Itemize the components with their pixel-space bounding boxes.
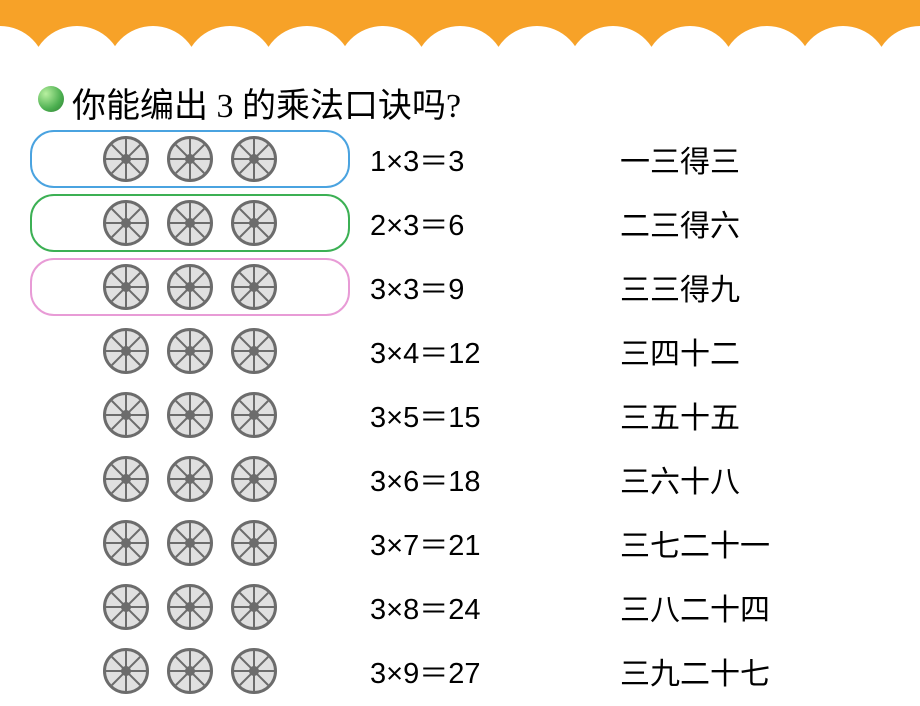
- wheel-icon: [103, 136, 149, 182]
- wheel-row: [30, 642, 350, 700]
- wheel-icon: [231, 264, 277, 310]
- equation-phrase: 三三得九: [620, 265, 740, 309]
- equation-row: 3×8＝24三八二十四: [370, 578, 890, 636]
- wheel-row: [30, 194, 350, 252]
- equation-phrase: 二三得六: [620, 201, 740, 245]
- equation-math: 3×7＝21: [370, 522, 620, 564]
- equation-math: 3×5＝15: [370, 394, 620, 436]
- wheel-icon: [103, 584, 149, 630]
- wheel-icon: [103, 648, 149, 694]
- equation-list: 1×3＝3一三得三2×3＝6二三得六3×3＝9三三得九3×4＝12三四十二3×5…: [370, 130, 890, 706]
- wheel-icon: [231, 200, 277, 246]
- equation-phrase: 三九二十七: [620, 649, 770, 693]
- wheel-icon: [103, 520, 149, 566]
- equation-row: 3×4＝12三四十二: [370, 322, 890, 380]
- equation-row: 3×9＝27三九二十七: [370, 642, 890, 700]
- wheel-row: [30, 130, 350, 188]
- bullet-icon: [38, 86, 64, 112]
- wheel-row: [30, 386, 350, 444]
- wheel-icon: [167, 520, 213, 566]
- wheel-row: [30, 322, 350, 380]
- equation-row: 1×3＝3一三得三: [370, 130, 890, 188]
- wheel-icon: [167, 200, 213, 246]
- wheel-icon: [231, 328, 277, 374]
- scallop: [874, 26, 920, 118]
- equation-math: 2×3＝6: [370, 202, 620, 244]
- equation-math: 1×3＝3: [370, 138, 620, 180]
- equation-phrase: 一三得三: [620, 137, 740, 181]
- wheel-row: [30, 450, 350, 508]
- equation-row: 3×7＝21三七二十一: [370, 514, 890, 572]
- wheel-icon: [231, 520, 277, 566]
- wheel-icon: [167, 648, 213, 694]
- wheel-icon: [231, 392, 277, 438]
- wheel-icon: [167, 136, 213, 182]
- wheel-icon: [103, 392, 149, 438]
- equation-row: 3×6＝18三六十八: [370, 450, 890, 508]
- wheel-row: [30, 258, 350, 316]
- wheel-icon: [231, 648, 277, 694]
- wheel-icon: [167, 264, 213, 310]
- equation-math: 3×3＝9: [370, 266, 620, 308]
- wheel-row: [30, 578, 350, 636]
- wheel-grid: [30, 130, 350, 706]
- wheel-icon: [231, 136, 277, 182]
- equation-phrase: 三六十八: [620, 457, 740, 501]
- wheel-icon: [231, 456, 277, 502]
- page-title: 你能编出 3 的乘法口诀吗?: [72, 78, 461, 127]
- equation-math: 3×6＝18: [370, 458, 620, 500]
- equation-math: 3×4＝12: [370, 330, 620, 372]
- wheel-row: [30, 514, 350, 572]
- equation-math: 3×9＝27: [370, 650, 620, 692]
- equation-row: 3×3＝9三三得九: [370, 258, 890, 316]
- wheel-icon: [167, 456, 213, 502]
- equation-phrase: 三四十二: [620, 329, 740, 373]
- wheel-icon: [103, 456, 149, 502]
- wheel-icon: [103, 328, 149, 374]
- equation-row: 3×5＝15三五十五: [370, 386, 890, 444]
- equation-phrase: 三五十五: [620, 393, 740, 437]
- wheel-icon: [231, 584, 277, 630]
- wheel-icon: [103, 200, 149, 246]
- wheel-icon: [167, 328, 213, 374]
- equation-phrase: 三七二十一: [620, 521, 770, 565]
- equation-row: 2×3＝6二三得六: [370, 194, 890, 252]
- wheel-icon: [103, 264, 149, 310]
- wheel-icon: [167, 392, 213, 438]
- wheel-icon: [167, 584, 213, 630]
- top-banner: [0, 0, 920, 72]
- equation-phrase: 三八二十四: [620, 585, 770, 629]
- equation-math: 3×8＝24: [370, 586, 620, 628]
